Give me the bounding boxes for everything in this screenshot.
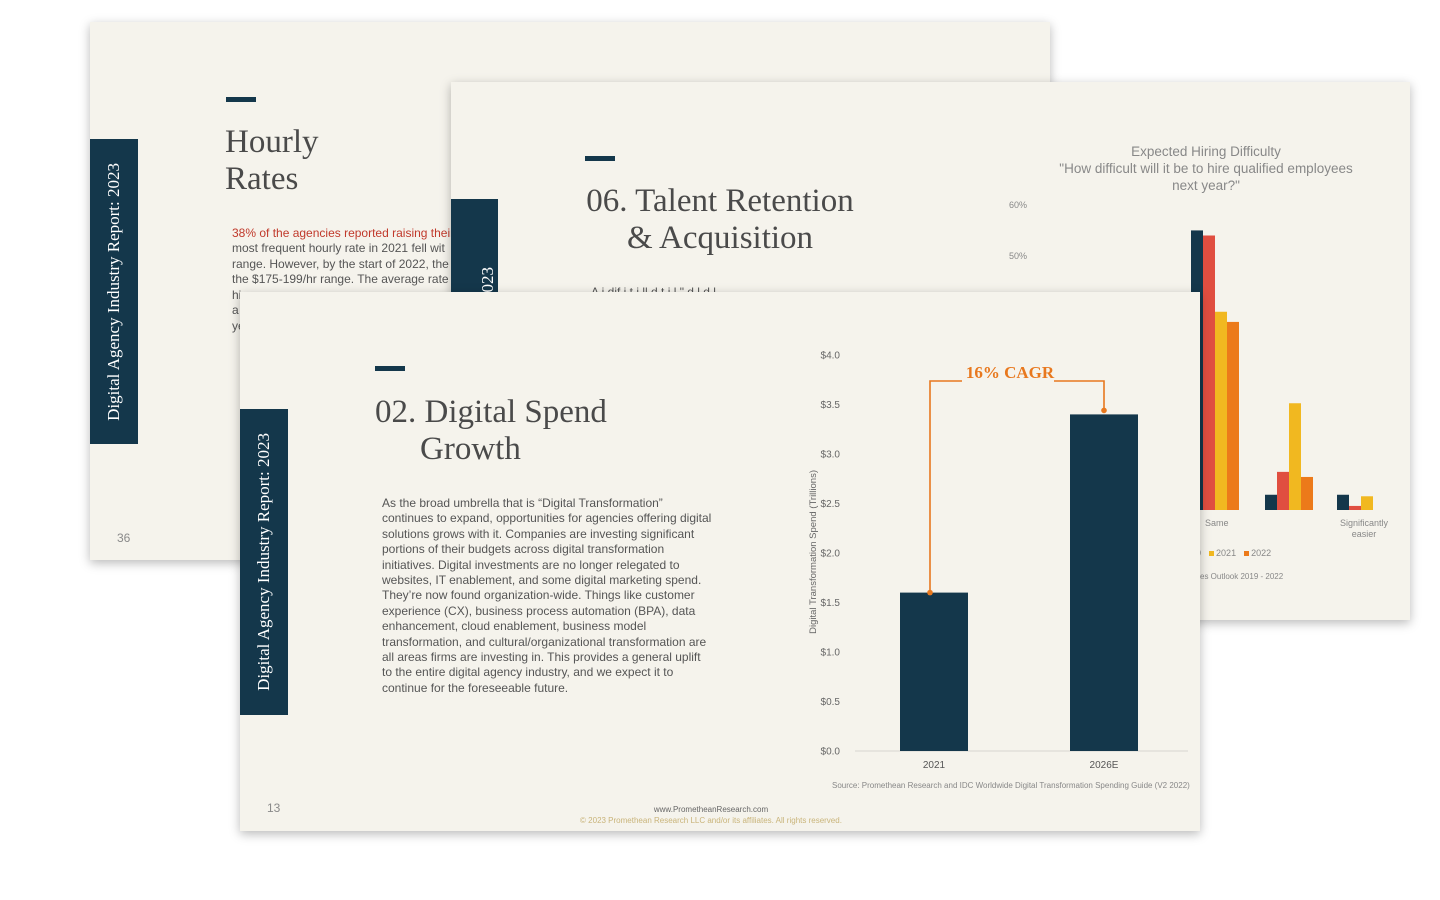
highlight-text: 38% of the agencies reported raising the… [232,226,455,240]
bar [1215,311,1227,510]
body-line: most frequent hourly rate in 2021 fell w… [232,241,445,255]
bar [1227,321,1239,510]
x-label: Significantly easier [1339,518,1389,539]
legend-item: 2021 [1216,548,1237,558]
legend-swatch [1243,551,1249,556]
y-tick-label: $3.5 [821,400,841,411]
y-tick-label: $2.0 [821,549,841,560]
bar [1203,235,1215,510]
page-title: Hourly Rates [225,124,319,197]
bar [1301,476,1313,510]
legend: 0 2021 2022 [1196,548,1271,558]
y-tick: 50% [1009,251,1028,261]
body-line: range. However, by the start of 2022, th… [232,257,449,271]
y-axis-title: Digital Transformation Spend (Trillions) [807,470,819,634]
title-accent [585,156,615,161]
bar [1337,494,1349,510]
page-title: 06. Talent Retention & Acquisition [586,183,854,256]
y-tick-label: $2.5 [821,499,841,510]
body-line: a [232,303,239,317]
title-accent [226,97,256,102]
legend-swatch [1208,551,1214,556]
bar-2021 [900,592,968,751]
bar [1265,494,1277,510]
x-tick-label: 2021 [923,760,946,771]
y-tick-label: $4.0 [821,351,841,362]
y-tick: 60% [1009,200,1028,210]
slide-digital-spend[interactable]: Digital Agency Industry Report: 2023 02.… [240,292,1200,831]
footer: www.PrometheanResearch.com © 2023 Promet… [240,804,1182,826]
report-sidebar: Digital Agency Industry Report: 2023 [240,409,288,715]
y-tick-label: $0.5 [821,697,841,708]
page-number: 13 [267,801,281,815]
cagr-annotation: 16% CAGR [966,363,1055,382]
y-tick-label: $0.0 [821,747,841,758]
y-tick-label: $1.0 [821,648,841,659]
body-line: hi [232,288,242,302]
chart-source: Source: Promethean Research and IDC Worl… [832,781,1190,790]
cagr-point [927,589,933,596]
cagr-point [1101,407,1107,414]
bar-2026E [1070,414,1138,751]
legend-item: 2022 [1251,548,1272,558]
digital-spend-chart: $0.0 $0.5 $1.0 $1.5 $2.0 $2.5 $3.0 $3.5 $4.0 2021… [821,351,1188,771]
page-number: 36 [117,531,131,545]
chart-title: Expected Hiring Difficulty "How difficul… [1059,144,1353,193]
title-accent [375,366,405,371]
footer-copyright: © 2023 Promethean Research LLC and/or it… [580,816,842,825]
body-line: the $175-199/hr range. The average rate [232,272,449,286]
x-label: Same [1205,518,1229,528]
bar [1277,471,1289,510]
y-tick-label: $1.5 [821,598,841,609]
footer-url[interactable]: www.PrometheanResearch.com [653,805,769,814]
chart-source: ces Outlook 2019 - 2022 [1196,572,1284,581]
body-text: As the broad umbrella that is “Digital T… [382,496,712,695]
page-title: 02. Digital Spend Growth [375,394,607,467]
cagr-label-bg [962,360,1054,382]
bar [1349,505,1361,510]
report-sidebar: Digital Agency Industry Report: 2023 [90,139,138,444]
bar [1289,403,1301,510]
y-tick-label: $3.0 [821,450,841,461]
bar [1361,496,1373,510]
x-tick-label: 2026E [1090,760,1119,771]
